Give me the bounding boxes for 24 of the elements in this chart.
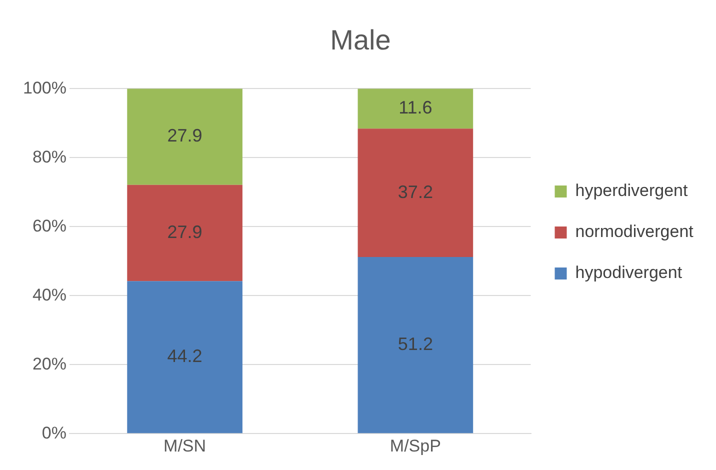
- data-label: 11.6: [398, 98, 432, 118]
- data-label: 51.2: [398, 334, 433, 354]
- data-label: 37.2: [398, 182, 433, 202]
- bar: [127, 281, 242, 434]
- x-tick-label: M/SpP: [390, 436, 441, 456]
- y-tick-label: 80%: [32, 147, 66, 166]
- bar: [127, 88, 242, 185]
- x-tick-label: M/SN: [164, 436, 206, 456]
- y-tick-label: 60%: [32, 216, 66, 236]
- legend-label: hypodivergent: [575, 263, 682, 282]
- bar: [127, 184, 242, 282]
- y-tick-label: 40%: [32, 285, 66, 304]
- bar: [358, 256, 474, 434]
- bar: [358, 128, 474, 257]
- y-tick-label: 100%: [22, 78, 66, 98]
- y-tick-label: 20%: [32, 354, 66, 374]
- legend-label: normodivergent: [575, 222, 694, 242]
- chart-title: Male: [330, 24, 391, 56]
- legend-label: hyperdivergent: [575, 181, 688, 200]
- bar: [358, 88, 474, 129]
- y-tick-label: 0%: [42, 423, 66, 442]
- data-label: 44.2: [167, 346, 202, 366]
- data-label: 27.9: [167, 222, 202, 242]
- data-label: 27.9: [167, 126, 202, 146]
